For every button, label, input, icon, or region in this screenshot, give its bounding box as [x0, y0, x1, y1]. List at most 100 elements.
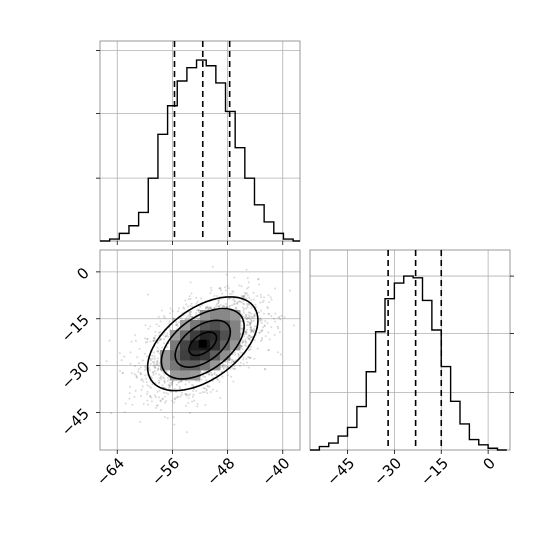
- scatter-point: [292, 324, 295, 327]
- scatter-point: [248, 296, 251, 299]
- scatter-point: [141, 385, 144, 388]
- scatter-point: [154, 372, 157, 375]
- scatter-point: [209, 292, 212, 295]
- density-peak: [198, 339, 207, 348]
- scatter-point: [144, 324, 147, 327]
- scatter-point: [232, 380, 235, 383]
- scatter-point: [263, 312, 266, 315]
- scatter-point: [157, 349, 160, 352]
- scatter-point: [263, 324, 266, 327]
- scatter-point: [139, 372, 142, 375]
- scatter-point: [178, 321, 181, 324]
- scatter-point: [274, 320, 277, 323]
- scatter-point: [172, 317, 175, 320]
- scatter-point: [226, 374, 229, 377]
- scatter-point: [259, 317, 262, 320]
- scatter-point: [154, 363, 157, 366]
- scatter-point: [233, 276, 236, 279]
- scatter-point: [157, 381, 160, 384]
- scatter-point: [267, 348, 270, 351]
- scatter-point: [239, 345, 242, 348]
- scatter-point: [167, 335, 170, 338]
- scatter-point: [248, 322, 251, 325]
- scatter-point: [233, 351, 236, 354]
- scatter-point: [173, 387, 176, 390]
- scatter-point: [196, 309, 199, 312]
- scatter-point: [134, 339, 137, 342]
- scatter-point: [221, 375, 224, 378]
- scatter-point: [207, 307, 210, 310]
- scatter-point: [250, 329, 253, 332]
- scatter-point: [149, 395, 152, 398]
- scatter-point: [221, 292, 224, 295]
- scatter-point: [168, 385, 171, 388]
- density-cell: [230, 310, 241, 321]
- scatter-point: [208, 307, 211, 310]
- density-cell: [210, 320, 221, 331]
- scatter-point: [245, 331, 248, 334]
- scatter-point: [158, 377, 161, 380]
- scatter-point: [148, 385, 151, 388]
- scatter-point: [248, 323, 251, 326]
- scatter-point: [241, 314, 244, 317]
- scatter-point: [210, 371, 213, 374]
- scatter-point: [187, 396, 190, 399]
- scatter-point: [240, 344, 243, 347]
- scatter-point: [150, 396, 153, 399]
- scatter-point: [164, 335, 167, 338]
- scatter-point: [253, 329, 256, 332]
- scatter-point: [200, 378, 203, 381]
- scatter-point: [152, 373, 155, 376]
- scatter-point: [156, 350, 159, 353]
- scatter-point: [156, 360, 159, 363]
- scatter-point: [143, 369, 146, 372]
- scatter-point: [124, 402, 127, 405]
- scatter-point: [155, 323, 158, 326]
- scatter-point: [244, 344, 247, 347]
- scatter-point: [267, 294, 270, 297]
- scatter-point: [185, 431, 188, 434]
- scatter-point: [226, 284, 229, 287]
- scatter-point: [152, 339, 155, 342]
- scatter-point: [164, 416, 167, 419]
- scatter-point: [242, 295, 245, 298]
- scatter-point: [154, 334, 157, 337]
- scatter-point: [190, 315, 193, 318]
- scatter-point: [252, 330, 255, 333]
- scatter-point: [192, 388, 195, 391]
- scatter-point: [143, 352, 146, 355]
- scatter-point: [232, 298, 235, 301]
- scatter-point: [156, 341, 159, 344]
- scatter-point: [229, 304, 232, 307]
- scatter-point: [254, 303, 257, 306]
- scatter-point: [199, 305, 202, 308]
- scatter-point: [157, 325, 160, 328]
- scatter-point: [238, 300, 241, 303]
- scatter-point: [131, 403, 134, 406]
- scatter-point: [239, 361, 242, 364]
- scatter-point: [140, 378, 143, 381]
- scatter-point: [162, 338, 165, 341]
- scatter-point: [217, 299, 220, 302]
- scatter-point: [248, 311, 251, 314]
- scatter-point: [184, 404, 187, 407]
- scatter-point: [231, 290, 234, 293]
- scatter-point: [223, 364, 226, 367]
- scatter-point: [235, 302, 238, 305]
- scatter-point: [166, 346, 169, 349]
- scatter-point: [146, 340, 149, 343]
- scatter-point: [197, 309, 200, 312]
- scatter-point: [259, 301, 262, 304]
- scatter-point: [210, 307, 213, 310]
- scatter-point: [230, 358, 233, 361]
- scatter-point: [139, 371, 142, 374]
- scatter-point: [149, 359, 152, 362]
- scatter-point: [166, 332, 169, 335]
- scatter-point: [238, 284, 241, 287]
- scatter-point: [140, 388, 143, 391]
- scatter-point: [250, 306, 253, 309]
- density-cell: [200, 310, 211, 321]
- scatter-point: [222, 304, 225, 307]
- scatter-point: [231, 359, 234, 362]
